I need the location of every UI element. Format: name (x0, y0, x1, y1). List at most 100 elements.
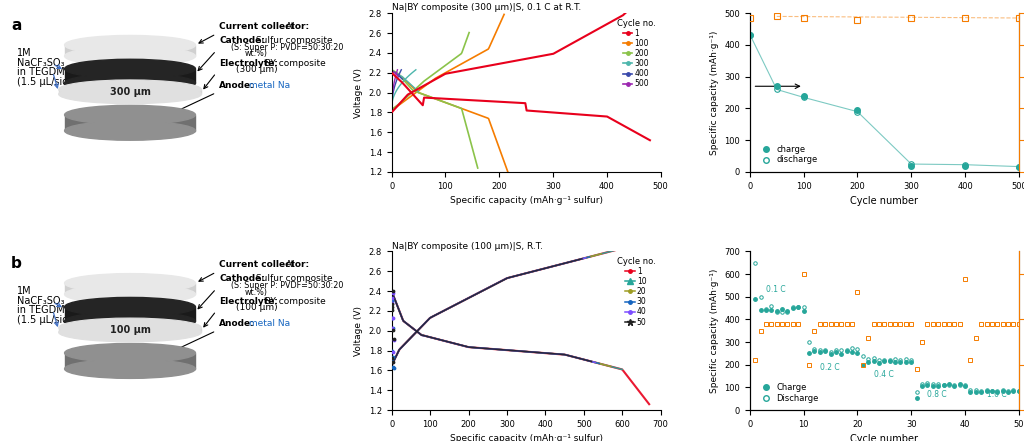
Text: BY composite: BY composite (262, 59, 326, 68)
Ellipse shape (58, 318, 202, 337)
Text: metal Na: metal Na (246, 319, 290, 329)
Point (384, 334, 400, 341)
Point (385, 301, 401, 308)
Text: 100 μm: 100 μm (110, 325, 151, 335)
Text: NaCF₃SO₃: NaCF₃SO₃ (17, 58, 65, 67)
Point (384, 316, 400, 323)
Y-axis label: Specific capacity (mAh·g⁻¹): Specific capacity (mAh·g⁻¹) (710, 269, 719, 393)
Ellipse shape (65, 285, 196, 304)
Text: Al: Al (284, 260, 295, 269)
Ellipse shape (65, 312, 196, 331)
Polygon shape (58, 90, 202, 94)
Polygon shape (58, 328, 202, 333)
Point (385, 318, 401, 325)
Point (384, 364, 400, 371)
Text: Cathode:: Cathode: (219, 36, 265, 45)
Text: (S: Super P: PVDF=50:30:20: (S: Super P: PVDF=50:30:20 (231, 43, 343, 52)
Text: Na|BY composite (300 μm)|S, 0.1 C at R.T.: Na|BY composite (300 μm)|S, 0.1 C at R.T… (391, 4, 581, 12)
Ellipse shape (65, 74, 196, 93)
Legend: 1, 100, 200, 300, 400, 500: 1, 100, 200, 300, 400, 500 (615, 17, 656, 90)
Legend: Charge, Discharge: Charge, Discharge (754, 380, 822, 406)
Point (385, 366, 401, 374)
Y-axis label: Voltage (V): Voltage (V) (354, 306, 364, 356)
Point (385, 331, 401, 338)
Ellipse shape (65, 121, 196, 140)
X-axis label: Specific capacity (mAh·g⁻¹ sulfur): Specific capacity (mAh·g⁻¹ sulfur) (450, 434, 603, 441)
Polygon shape (65, 115, 196, 131)
Text: NaCF₃SO₃: NaCF₃SO₃ (17, 296, 65, 306)
Text: Sulfur composite: Sulfur composite (253, 36, 333, 45)
Text: 0.4 C: 0.4 C (873, 370, 893, 379)
Text: wt.%): wt.%) (245, 288, 267, 297)
Ellipse shape (65, 35, 196, 55)
Text: in TEGDME: in TEGDME (17, 305, 71, 315)
Text: 300 μm: 300 μm (110, 87, 151, 97)
Text: 1M: 1M (17, 48, 32, 58)
Text: in TEGDME: in TEGDME (17, 67, 71, 77)
Point (385, 324, 401, 331)
Text: Cathode:: Cathode: (219, 274, 265, 283)
Legend: charge, discharge: charge, discharge (754, 142, 821, 168)
Text: 0.1 C: 0.1 C (766, 285, 785, 294)
Text: b: b (11, 256, 22, 271)
Text: a: a (11, 18, 22, 33)
Text: Anode:: Anode: (219, 81, 255, 90)
Text: (100 μm): (100 μm) (236, 303, 278, 313)
Point (385, 332, 401, 339)
Text: Electrolyte:: Electrolyte: (219, 297, 279, 306)
Y-axis label: Voltage (V): Voltage (V) (354, 67, 364, 118)
Ellipse shape (58, 80, 202, 99)
Polygon shape (65, 307, 196, 321)
Point (385, 340, 401, 347)
Text: 1.0 C: 1.0 C (986, 389, 1007, 399)
Text: metal Na: metal Na (246, 81, 290, 90)
Text: wt.%): wt.%) (245, 49, 267, 59)
Text: (1.5 μL/side): (1.5 μL/side) (17, 77, 78, 87)
Ellipse shape (65, 273, 196, 293)
Ellipse shape (65, 105, 196, 124)
Text: (S: Super P: PVDF=50:30:20: (S: Super P: PVDF=50:30:20 (231, 281, 343, 290)
Polygon shape (65, 283, 196, 294)
Point (384, 344, 400, 351)
Text: Sulfur composite: Sulfur composite (253, 274, 333, 283)
Ellipse shape (65, 297, 196, 317)
Text: Na|BY composite (100 μm)|S, R.T.: Na|BY composite (100 μm)|S, R.T. (391, 242, 543, 250)
Ellipse shape (65, 359, 196, 378)
Text: Current collector:: Current collector: (219, 22, 309, 31)
Point (383, 346, 399, 353)
Ellipse shape (58, 323, 202, 342)
Text: (300 μm): (300 μm) (236, 65, 278, 75)
X-axis label: Cycle number: Cycle number (850, 434, 919, 441)
Ellipse shape (65, 59, 196, 78)
Text: Anode:: Anode: (219, 319, 255, 329)
Polygon shape (65, 45, 196, 56)
Text: Current collector:: Current collector: (219, 260, 309, 269)
Legend: 1, 10, 20, 30, 40, 50: 1, 10, 20, 30, 40, 50 (615, 255, 656, 328)
Polygon shape (65, 69, 196, 83)
Y-axis label: Specific capacity (mAh·g⁻¹): Specific capacity (mAh·g⁻¹) (710, 30, 719, 155)
Text: Al: Al (284, 22, 295, 31)
Point (384, 325, 400, 332)
X-axis label: Cycle number: Cycle number (850, 196, 919, 206)
Point (385, 345, 401, 352)
X-axis label: Specific capacity (mAh·g⁻¹ sulfur): Specific capacity (mAh·g⁻¹ sulfur) (450, 196, 603, 205)
Text: 1M: 1M (17, 286, 32, 296)
Point (384, 292, 400, 299)
Text: 0.8 C: 0.8 C (928, 389, 947, 399)
Ellipse shape (65, 47, 196, 66)
Polygon shape (65, 353, 196, 369)
Text: Electrolyte:: Electrolyte: (219, 59, 279, 68)
Point (384, 337, 400, 344)
Point (385, 336, 401, 343)
Text: 0.2 C: 0.2 C (820, 363, 840, 373)
Ellipse shape (58, 85, 202, 104)
Point (385, 358, 401, 365)
Point (384, 362, 400, 369)
Text: BY composite: BY composite (262, 297, 326, 306)
Point (385, 298, 401, 305)
Text: (1.5 μL/side): (1.5 μL/side) (17, 315, 78, 325)
Point (385, 363, 401, 370)
Point (383, 303, 399, 310)
Ellipse shape (65, 344, 196, 363)
Point (384, 358, 400, 365)
